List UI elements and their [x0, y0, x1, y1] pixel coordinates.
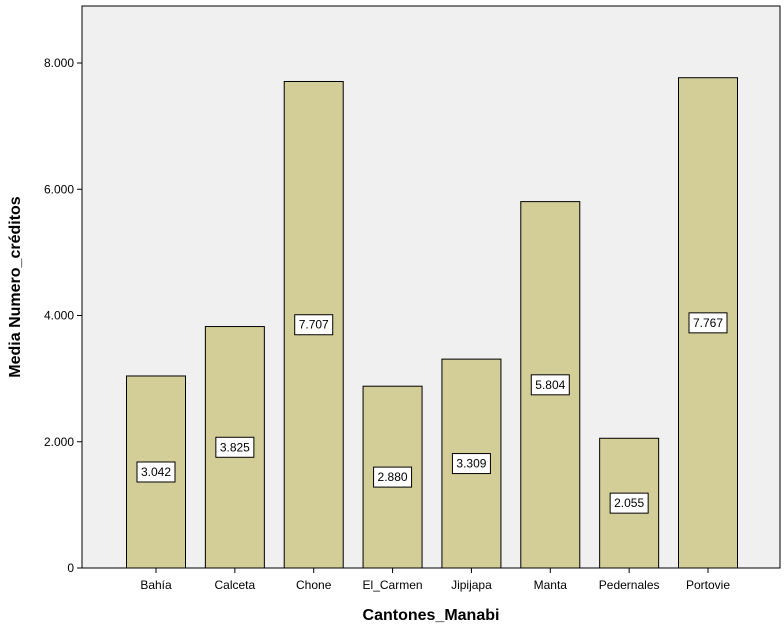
y-tick-label: 6.000 — [44, 182, 74, 196]
bars-group: 3.042 3.825 7.707 2.880 3.309 5.804 2.055 7.767 — [126, 77, 738, 569]
data-label: 3.825 — [220, 440, 250, 454]
x-tick-label: Bahía — [140, 578, 172, 592]
data-label-box — [451, 453, 491, 475]
y-tick-label: 8.000 — [44, 56, 74, 70]
data-label-box — [294, 314, 334, 336]
data-label-box — [688, 312, 728, 334]
y-tick-label: 2.000 — [44, 435, 74, 449]
bar — [204, 326, 265, 569]
data-label-box — [609, 492, 649, 514]
data-label-box — [530, 374, 570, 396]
y-tick-label: 4.000 — [44, 309, 74, 323]
x-tick-label: Manta — [534, 578, 568, 592]
plot-area — [81, 5, 781, 569]
x-tick-label: Chone — [296, 578, 332, 592]
x-tick-label: Calceta — [215, 578, 256, 592]
x-tick-label: Jipijapa — [451, 578, 492, 592]
data-label-box — [373, 466, 413, 488]
data-label: 7.767 — [693, 316, 723, 330]
data-label: 2.880 — [378, 470, 408, 484]
x-axis-title: Cantones_Manabi — [363, 607, 500, 624]
x-tick-label: Pedernales — [599, 578, 660, 592]
data-label: 3.042 — [141, 465, 171, 479]
data-label-box — [136, 461, 176, 483]
data-label: 2.055 — [614, 496, 644, 510]
y-axis: 0 2.000 4.000 6.000 8.000 — [44, 56, 82, 575]
data-label: 3.309 — [456, 457, 486, 471]
y-axis-title: Media Numero_créditos — [7, 196, 24, 377]
x-tick-label: El_Carmen — [363, 578, 423, 592]
x-tick-label: Portovie — [686, 578, 730, 592]
data-label: 7.707 — [299, 318, 329, 332]
data-label-box — [215, 436, 255, 458]
data-label: 5.804 — [535, 378, 565, 392]
y-tick-label: 0 — [67, 561, 74, 575]
x-axis: Bahía Calceta Chone El_Carmen Jipijapa Manta P… — [140, 568, 730, 592]
